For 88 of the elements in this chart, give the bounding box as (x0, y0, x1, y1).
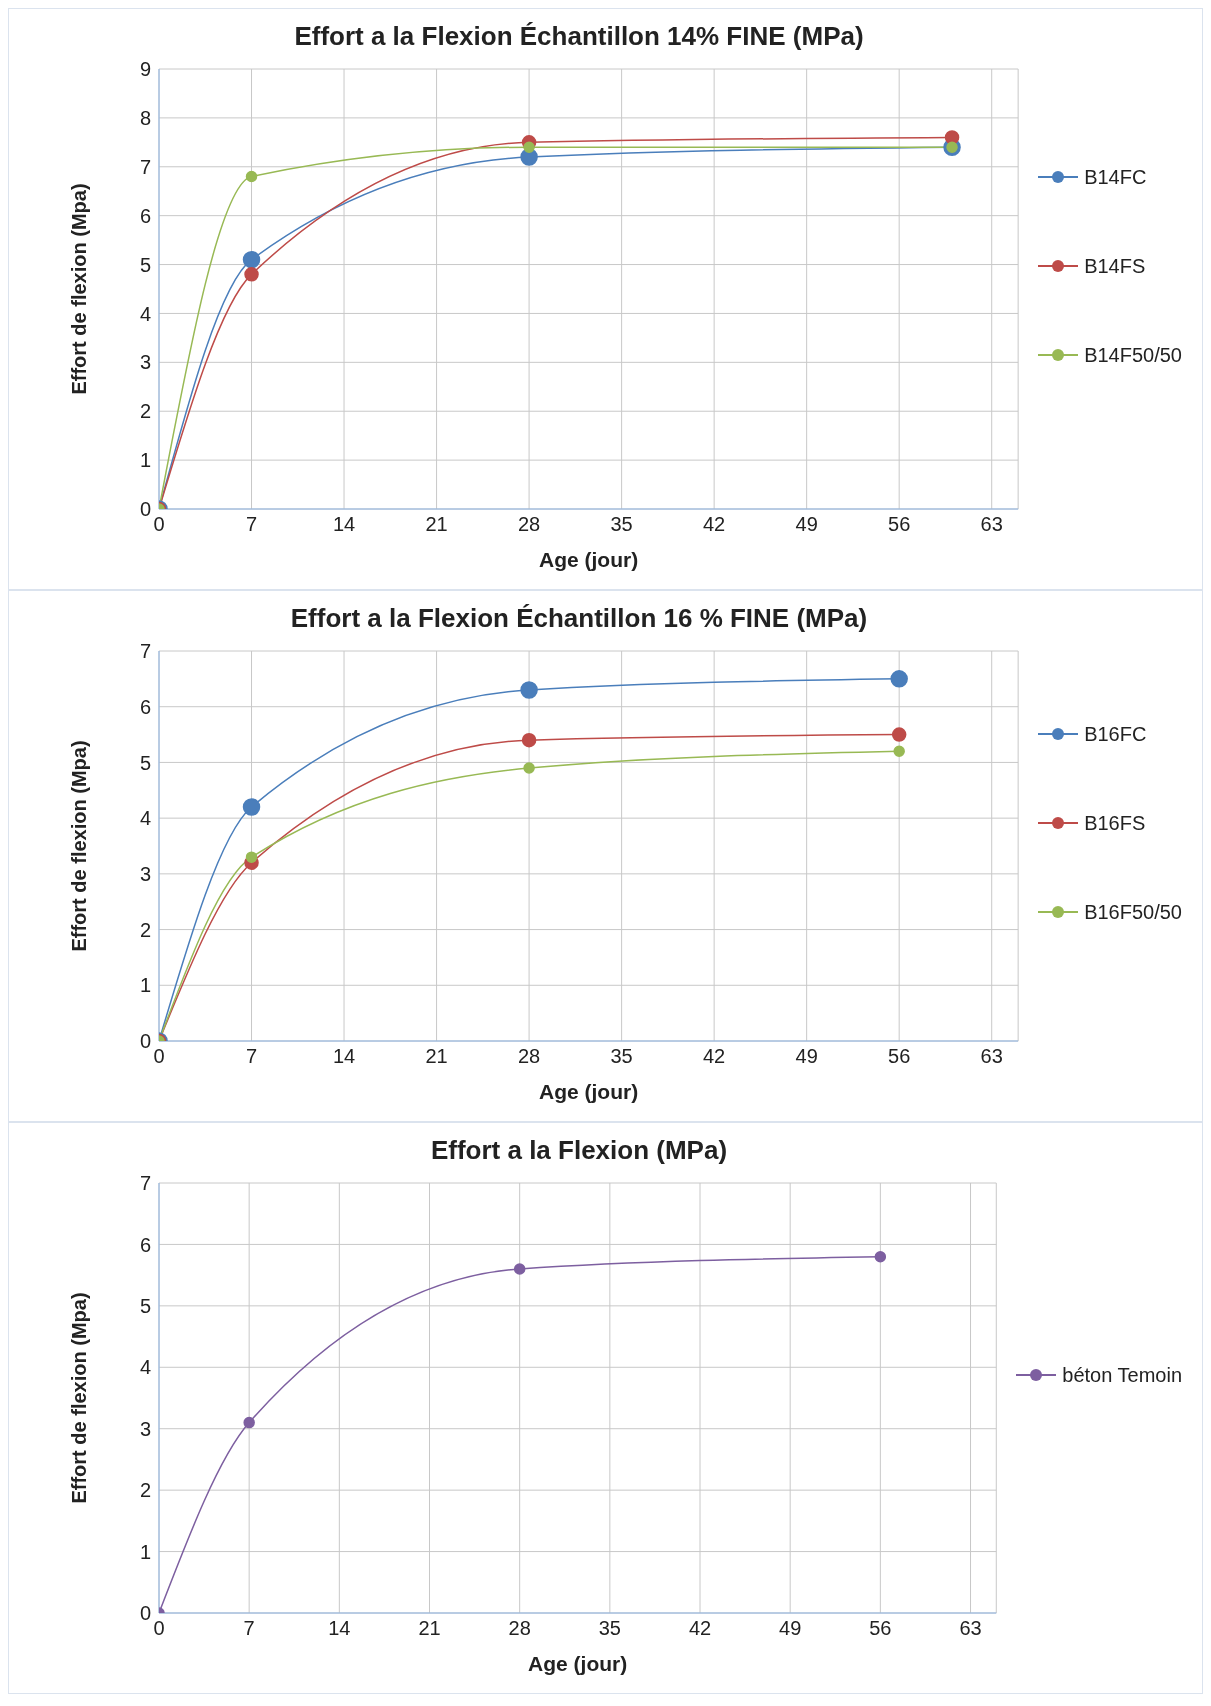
x-tick-label: 35 (598, 1617, 621, 1640)
x-tick-label: 7 (245, 513, 258, 536)
y-tick-label: 5 (139, 751, 151, 774)
x-tick-label: 21 (425, 1045, 448, 1068)
y-axis-title: Effort de flexion (Mpa) (68, 740, 91, 952)
x-tick-label: 7 (243, 1617, 255, 1640)
x-tick-label: 0 (153, 1045, 165, 1068)
x-tick-label: 49 (779, 1617, 802, 1640)
chart-title: Effort a la Flexion (MPa) (429, 1135, 729, 1166)
y-axis-title: Effort de flexion (Mpa) (68, 183, 91, 395)
x-tick-label: 49 (795, 1045, 818, 1068)
y-tick-label: 3 (139, 862, 151, 885)
y-tick-label: 3 (139, 1417, 151, 1440)
y-tick-label: 3 (139, 351, 151, 374)
x-tick-label: 42 (703, 513, 726, 536)
y-tick-label: 4 (139, 1356, 151, 1379)
y-tick-label: 0 (139, 1030, 151, 1053)
point (944, 130, 960, 145)
x-tick-label: 63 (980, 1045, 1003, 1068)
y-tick-label: 5 (139, 253, 151, 276)
x-tick-label: 56 (869, 1617, 892, 1640)
point (513, 1263, 526, 1275)
x-tick-label: 56 (888, 513, 911, 536)
x-tick-label: 42 (688, 1617, 712, 1640)
x-axis-title: Age (jour) (538, 548, 639, 571)
legend-label: B16F50/50 (1084, 900, 1182, 924)
y-tick-label: 5 (139, 1294, 151, 1317)
y-tick-label: 7 (139, 640, 151, 663)
y-tick-label: 8 (139, 106, 151, 129)
point (242, 798, 261, 816)
y-axis-title: Effort de flexion (Mpa) (68, 1292, 91, 1504)
y-tick-label: 1 (139, 1540, 151, 1563)
y-tick-label: 2 (139, 918, 151, 941)
y-tick-label: 7 (139, 155, 151, 178)
point (245, 851, 258, 863)
point (244, 267, 259, 282)
legend-label: B14FS (1084, 254, 1146, 278)
y-tick-label: 1 (139, 449, 151, 472)
x-tick-label: 28 (517, 513, 541, 536)
x-tick-label: 14 (332, 513, 356, 536)
point (893, 745, 905, 758)
legend-label: B14F50/50 (1084, 343, 1182, 367)
x-tick-label: 14 (328, 1617, 351, 1640)
y-tick-label: 6 (139, 1233, 151, 1256)
point (521, 732, 537, 748)
point (874, 1250, 887, 1263)
point (242, 250, 261, 269)
x-tick-label: 42 (703, 1045, 726, 1068)
point (891, 727, 907, 742)
point (890, 670, 908, 688)
chart-title: Effort a la Flexion Échantillon 14% FINE (MPa) (293, 21, 865, 52)
point (245, 170, 258, 183)
y-tick-label: 6 (139, 695, 151, 718)
y-tick-label: 2 (139, 1479, 151, 1502)
point (520, 681, 538, 699)
x-tick-label: 56 (888, 1045, 911, 1068)
y-tick-label: 9 (139, 58, 151, 81)
legend-label: B16FS (1084, 811, 1146, 835)
x-tick-label: 14 (332, 1045, 356, 1068)
y-tick-label: 4 (139, 807, 151, 830)
y-tick-label: 0 (139, 1602, 151, 1625)
legend-label: B14FC (1084, 165, 1147, 189)
x-tick-label: 21 (425, 513, 448, 536)
x-tick-label: 28 (517, 1045, 541, 1068)
y-tick-label: 4 (139, 302, 151, 325)
chart-title: Effort a la Flexion Échantillon 16 % FINE (MPa) (289, 603, 869, 634)
x-tick-label: 28 (508, 1617, 531, 1640)
legend-label: B16FC (1084, 722, 1147, 746)
y-tick-label: 1 (139, 974, 151, 997)
x-axis-title: Age (jour) (528, 1652, 628, 1675)
x-tick-label: 0 (153, 1617, 165, 1640)
y-tick-label: 6 (139, 204, 151, 227)
y-tick-label: 0 (139, 498, 151, 521)
point (523, 141, 535, 153)
point (523, 762, 535, 774)
x-tick-label: 49 (795, 513, 818, 536)
y-tick-label: 2 (139, 400, 151, 423)
x-tick-label: 7 (245, 1045, 258, 1068)
x-axis-title: Age (jour) (538, 1080, 639, 1103)
legend-label: béton Temoin (1062, 1363, 1182, 1387)
point (243, 1416, 255, 1429)
x-tick-label: 63 (980, 513, 1003, 536)
x-tick-label: 21 (418, 1617, 441, 1640)
y-tick-label: 7 (139, 1172, 151, 1195)
x-tick-label: 35 (610, 1045, 633, 1068)
x-tick-label: 63 (959, 1617, 982, 1640)
x-tick-label: 35 (610, 513, 633, 536)
x-tick-label: 0 (153, 513, 165, 536)
